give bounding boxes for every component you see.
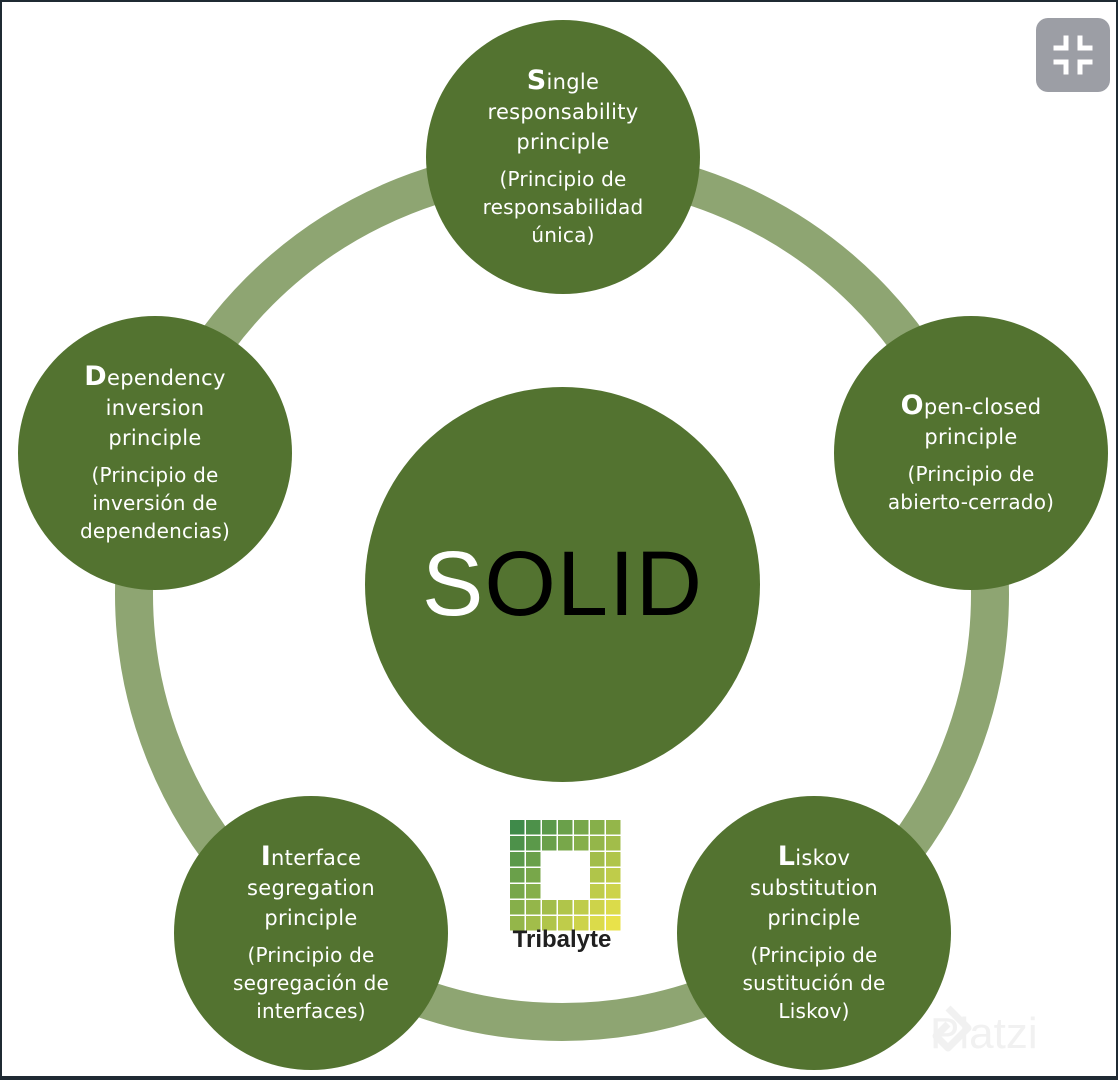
center-solid-node: S OLID	[365, 387, 760, 782]
node-interface-segregation: Interface segregation principle (Princip…	[174, 796, 448, 1070]
node-interface-segregation-spanish: (Principio de segregación de interfaces)	[232, 942, 390, 1023]
node-dependency-inversion-spanish: (Principio de inversión de dependencias)	[80, 462, 230, 543]
node-liskov-substitution-spanish: (Principio de sustitución de Liskov)	[742, 942, 886, 1023]
node-single-responsibility: Single responsability principle (Princip…	[426, 20, 700, 294]
node-open-closed-title: Open-closed principle	[900, 389, 1042, 449]
node-liskov-substitution: Liskov substitution principle (Principio…	[677, 796, 951, 1070]
collapse-button[interactable]	[1036, 18, 1110, 92]
node-dependency-inversion-title: Dependency inversion principle	[84, 360, 226, 450]
node-single-responsibility-title: Single responsability principle	[487, 64, 639, 154]
node-single-responsibility-spanish: (Principio de responsabilidad única)	[482, 166, 644, 247]
center-solid-first-letter: S	[421, 533, 485, 635]
platzi-watermark: Platzi	[922, 1004, 1038, 1064]
center-solid-rest: OLID	[484, 533, 704, 635]
node-liskov-substitution-title: Liskov substitution principle	[750, 840, 878, 930]
tribalyte-logo-text: Tribalyte	[512, 926, 612, 953]
node-open-closed-spanish: (Principio de abierto-cerrado)	[887, 461, 1055, 514]
collapse-arrows-icon	[1053, 35, 1093, 75]
node-open-closed: Open-closed principle (Principio de abie…	[834, 316, 1108, 590]
node-dependency-inversion: Dependency inversion principle (Principi…	[18, 316, 292, 590]
node-interface-segregation-title: Interface segregation principle	[246, 840, 375, 930]
platzi-logo-icon	[932, 1005, 972, 1052]
